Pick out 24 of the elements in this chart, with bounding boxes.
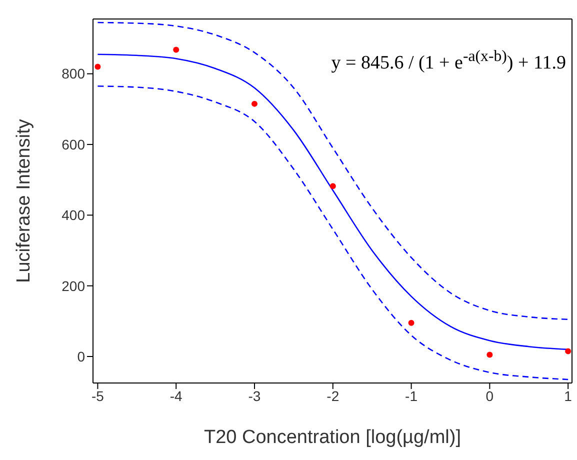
y-tick-label: 400 xyxy=(62,207,86,224)
x-axis-title: T20 Concentration [log(µg/ml)] xyxy=(204,427,462,448)
x-tick-label: -1 xyxy=(405,388,418,404)
annotation: y = 845.6 / (1 + e$^{-a(x-b)}$) + 11.9 xyxy=(331,48,566,74)
x-tick-label: -4 xyxy=(170,388,183,404)
line-series xyxy=(97,85,569,380)
point xyxy=(94,64,101,70)
x-tick-label: -5 xyxy=(91,388,104,404)
x-tick-label: -2 xyxy=(326,388,340,404)
y-tick-label: 200 xyxy=(62,278,86,294)
x-tick-label: 1 xyxy=(564,388,572,404)
x-tick-label: -3 xyxy=(248,388,261,404)
point xyxy=(408,320,414,326)
y-axis-title: Luciferase Intensity xyxy=(14,118,35,283)
y-tick-label: 600 xyxy=(62,136,86,152)
point xyxy=(330,183,336,190)
y-tick-label: 800 xyxy=(62,66,86,82)
point xyxy=(486,352,493,358)
point xyxy=(173,46,180,53)
line-series xyxy=(97,22,569,320)
y-tick-label: 0 xyxy=(77,348,86,364)
point xyxy=(251,100,258,107)
point xyxy=(565,348,572,354)
x-tick-label: 0 xyxy=(486,388,494,404)
